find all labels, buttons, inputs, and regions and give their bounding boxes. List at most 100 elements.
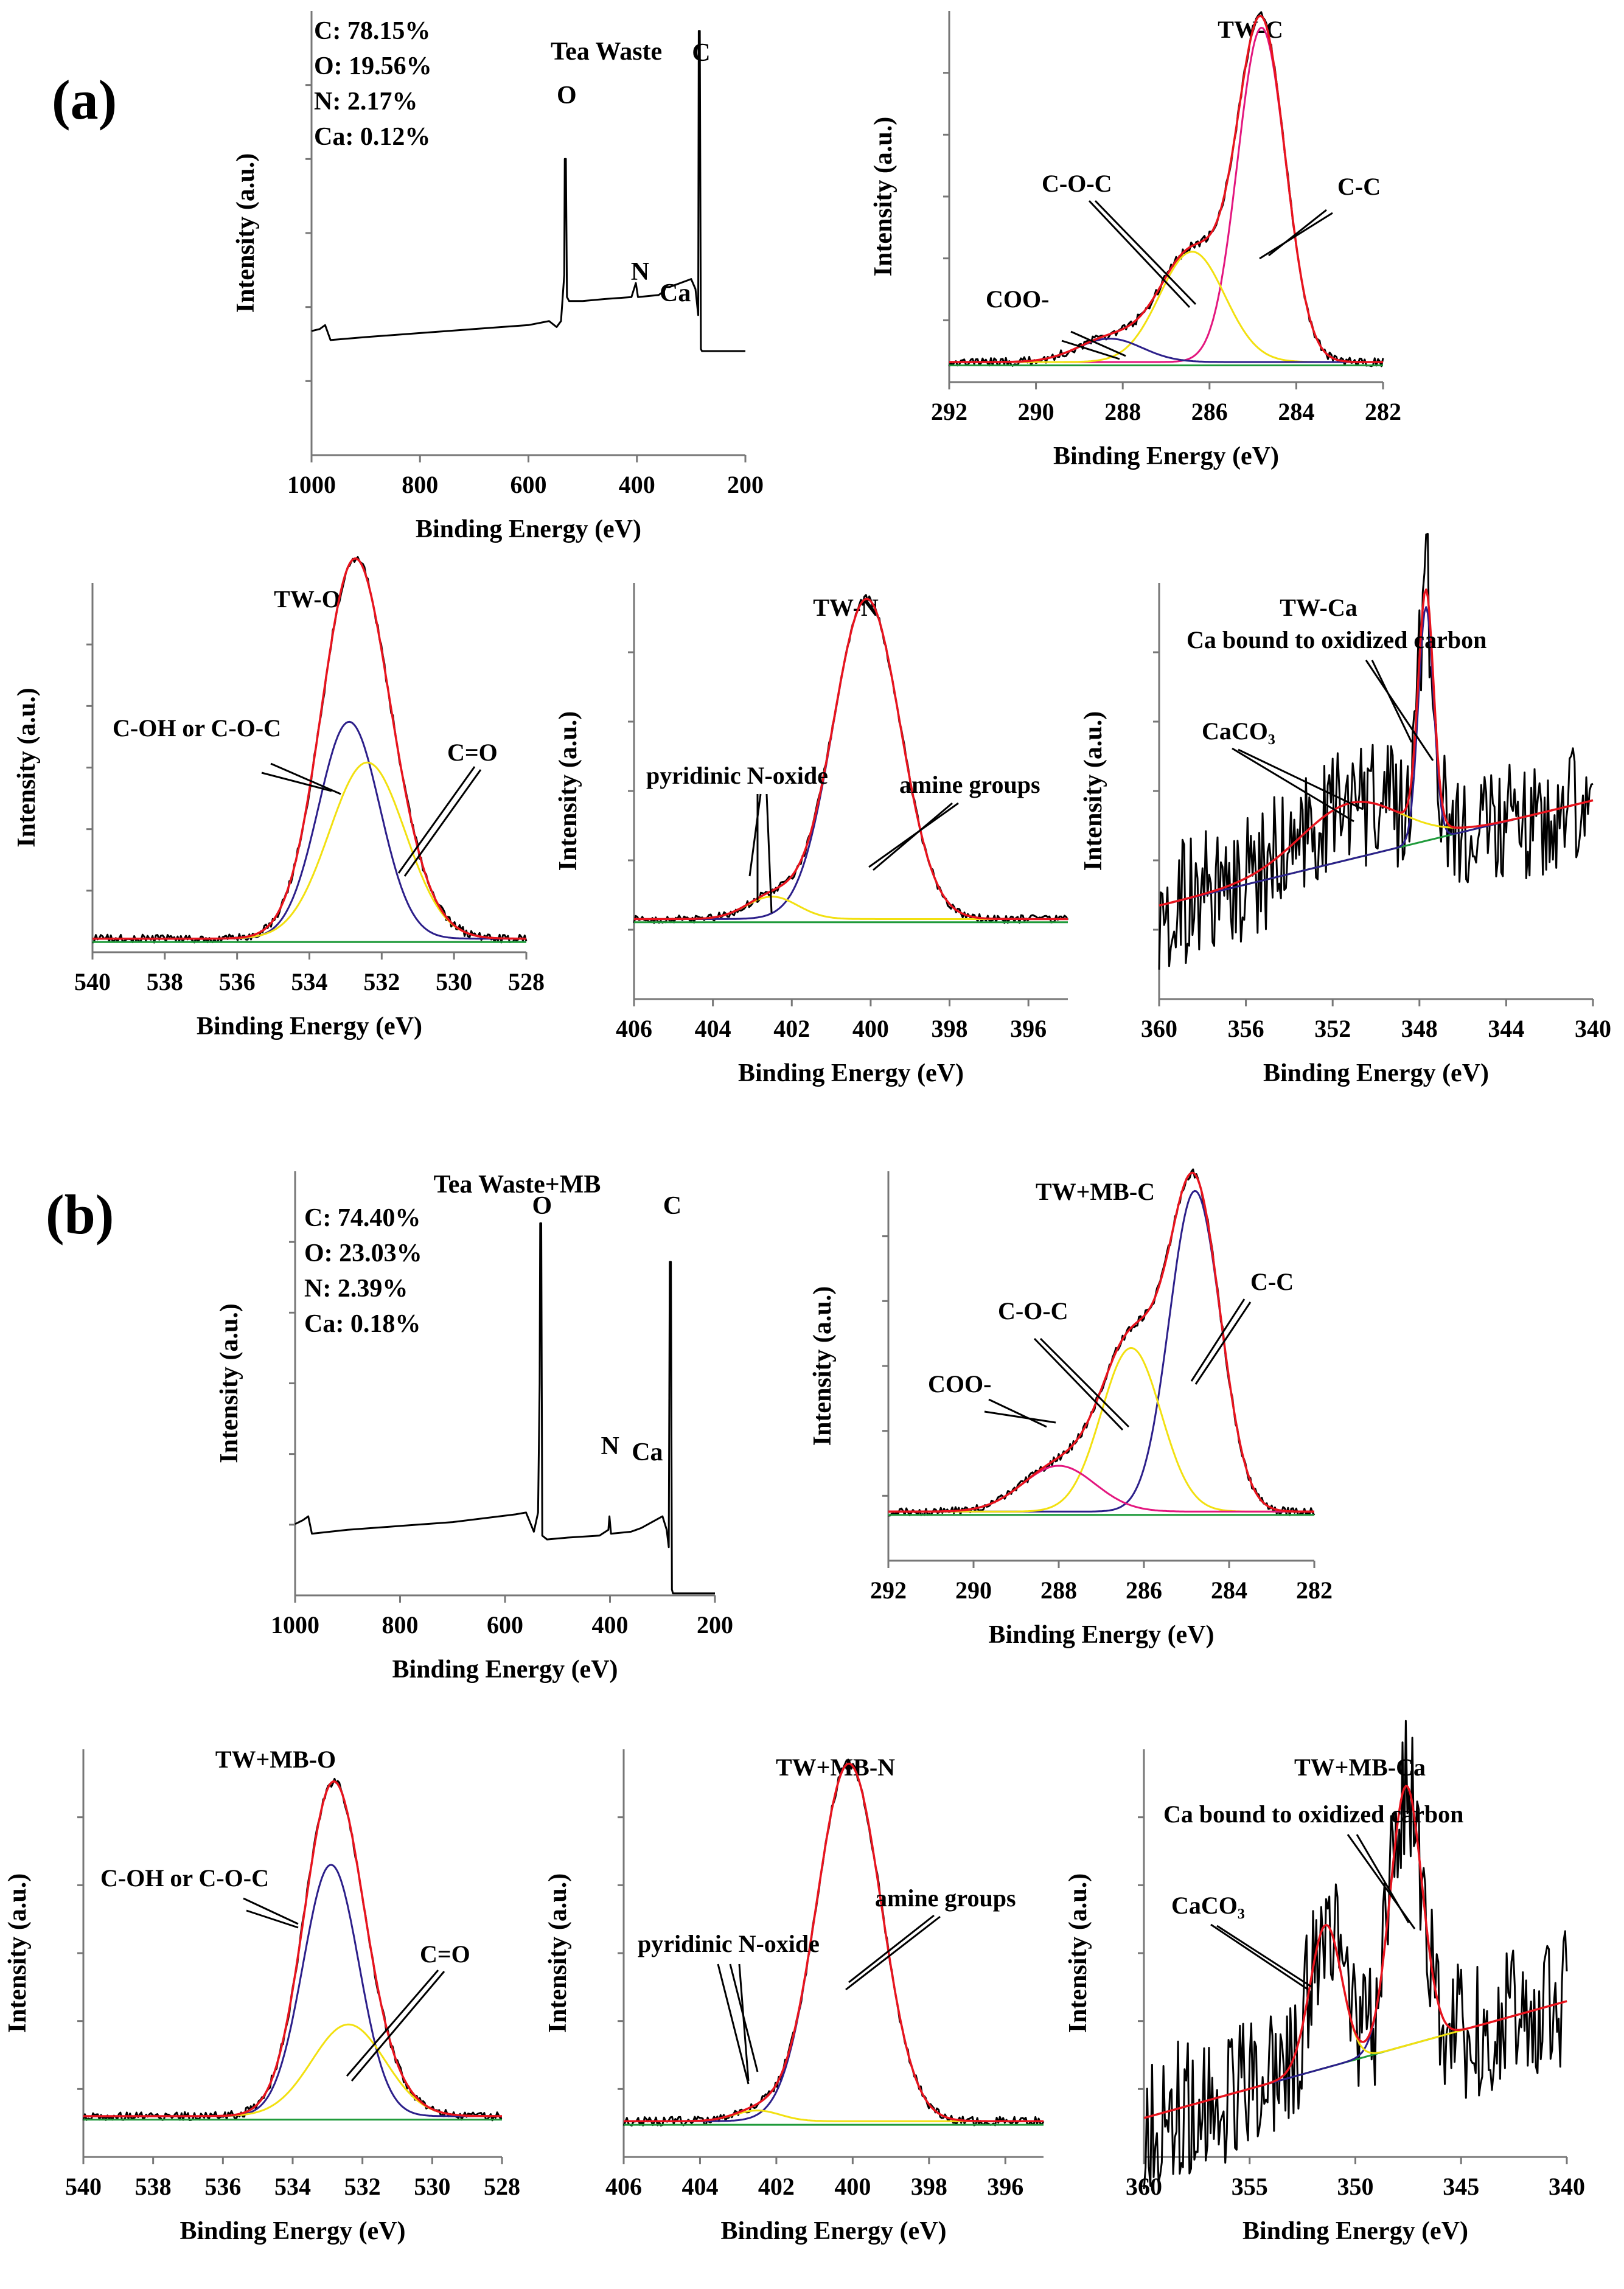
x-tick-label: 340 bbox=[1549, 2173, 1585, 2200]
component-line bbox=[624, 2110, 1044, 2122]
annotation-arrow bbox=[243, 1897, 299, 1925]
envelope-line bbox=[888, 1171, 1314, 1513]
chart-title: TW-Ca bbox=[1280, 594, 1357, 621]
x-tick-label: 540 bbox=[74, 968, 111, 995]
annotation-arrow bbox=[738, 1963, 750, 2082]
annotation-arrow bbox=[748, 793, 762, 877]
chart-b-TW+MB-C: 292 290 288 286 284 282 Binding Energy (eV) Int… bbox=[809, 1168, 1333, 1649]
annotation-arrow bbox=[1094, 200, 1197, 305]
component-line bbox=[634, 896, 1068, 920]
x-tick-label: 286 bbox=[1191, 398, 1228, 425]
envelope-line bbox=[634, 598, 1068, 921]
annotation-arrow bbox=[1088, 200, 1191, 308]
chart-a-TW-O: 540 538 536 534 532 530 528 Binding Energy (eV)… bbox=[13, 556, 545, 1040]
y-axis-label: Intensity (a.u.) bbox=[215, 1303, 243, 1463]
x-tick-label: 282 bbox=[1296, 1577, 1333, 1604]
envelope-line bbox=[949, 15, 1383, 363]
annotation-arrow bbox=[1216, 1925, 1312, 1988]
annotation-label: Ca bound to oxidized carbon bbox=[1187, 626, 1486, 653]
annotation-arrow bbox=[1194, 1301, 1252, 1385]
raw-data-line bbox=[633, 594, 1069, 924]
x-tick-label: 534 bbox=[291, 968, 328, 995]
component-line bbox=[634, 598, 1068, 920]
annotation-arrow bbox=[717, 1963, 750, 2085]
x-tick-label: 292 bbox=[870, 1577, 907, 1604]
annotation-arrow bbox=[1210, 1923, 1309, 1991]
annotation-arrow bbox=[1033, 1337, 1124, 1431]
annotation-label: CaCO₃ bbox=[1171, 1892, 1245, 1919]
x-tick-label: 398 bbox=[911, 2173, 947, 2200]
envelope-line bbox=[83, 1780, 502, 2117]
raw-data-line bbox=[948, 11, 1384, 368]
y-axis-label: Intensity (a.u.) bbox=[13, 688, 41, 848]
composition-line: C: 78.15% bbox=[314, 17, 430, 45]
x-axis-label: Binding Energy (eV) bbox=[1053, 442, 1279, 470]
raw-data-line bbox=[888, 1168, 1316, 1517]
peak-label-Ca: Ca bbox=[660, 279, 691, 307]
x-tick-label: 282 bbox=[1365, 398, 1401, 425]
x-tick-label: 344 bbox=[1488, 1015, 1524, 1042]
annotation-arrow bbox=[270, 762, 341, 795]
x-tick-label: 356 bbox=[1228, 1015, 1264, 1042]
annotation-label: C=O bbox=[420, 1940, 470, 1968]
annotation-arrow bbox=[984, 1410, 1056, 1424]
y-axis-label: Intensity (a.u.) bbox=[4, 1873, 32, 2033]
x-tick-label: 536 bbox=[204, 2173, 241, 2200]
x-tick-label: 400 bbox=[834, 2173, 871, 2200]
annotation-label: COO- bbox=[986, 285, 1049, 313]
annotation-label: Ca bound to oxidized carbon bbox=[1163, 1800, 1463, 1828]
x-tick-label: 800 bbox=[382, 1611, 419, 1639]
annotation-arrow bbox=[1190, 1298, 1246, 1382]
chart-b-TW+MB-N: 406 404 402 400 398 396 Binding Energy (eV) Int… bbox=[544, 1749, 1045, 2245]
x-tick-label: 404 bbox=[695, 1015, 731, 1042]
envelope-line bbox=[1159, 588, 1594, 907]
x-tick-label: 396 bbox=[1010, 1015, 1047, 1042]
x-tick-label: 290 bbox=[1018, 398, 1054, 425]
annotation-arrow bbox=[1039, 1337, 1130, 1428]
annotation-arrow bbox=[1070, 330, 1126, 357]
x-tick-label: 345 bbox=[1443, 2173, 1479, 2200]
x-tick-label: 352 bbox=[1314, 1015, 1351, 1042]
x-tick-label: 396 bbox=[987, 2173, 1023, 2200]
annotation-arrow bbox=[848, 1914, 935, 1984]
component-line bbox=[888, 1465, 1314, 1513]
x-axis-label: Binding Energy (eV) bbox=[392, 1656, 618, 1684]
component-line bbox=[83, 2023, 502, 2117]
annotation-arrow bbox=[1061, 340, 1120, 360]
composition-line: Ca: 0.12% bbox=[314, 123, 430, 151]
composition-line: N: 2.39% bbox=[304, 1275, 408, 1303]
annotation-label: COO- bbox=[928, 1370, 991, 1398]
annotation-arrow bbox=[1232, 747, 1354, 823]
x-tick-label: 288 bbox=[1104, 398, 1141, 425]
x-tick-label: 534 bbox=[274, 2173, 311, 2200]
annotation-label: C=O bbox=[447, 739, 498, 766]
annotation-label: CaCO₃ bbox=[1202, 717, 1275, 745]
x-tick-label: 200 bbox=[697, 1611, 733, 1639]
x-tick-label: 538 bbox=[147, 968, 183, 995]
peak-label-C: C bbox=[663, 1192, 681, 1220]
annotation-label: pyridinic N-oxide bbox=[646, 762, 828, 789]
x-tick-label: 360 bbox=[1141, 1015, 1177, 1042]
x-tick-label: 540 bbox=[65, 2173, 102, 2200]
x-tick-label: 290 bbox=[955, 1577, 992, 1604]
x-axis-label: Binding Energy (eV) bbox=[988, 1621, 1214, 1649]
x-tick-label: 1000 bbox=[271, 1611, 319, 1639]
x-tick-label: 406 bbox=[616, 1015, 652, 1042]
annotation-arrow bbox=[1365, 660, 1434, 761]
envelope-line bbox=[92, 557, 526, 940]
y-axis-label: Intensity (a.u.) bbox=[1079, 711, 1107, 871]
survey-spectrum-line bbox=[311, 30, 745, 352]
y-axis-label: Intensity (a.u.) bbox=[809, 1286, 837, 1446]
survey-spectrum-line bbox=[294, 1222, 715, 1595]
chart-title: TW+MB-O bbox=[215, 1746, 336, 1773]
envelope-line bbox=[624, 1762, 1044, 2122]
peak-label-O: O bbox=[557, 82, 577, 110]
x-axis-label: Binding Energy (eV) bbox=[720, 2217, 946, 2245]
annotation-label: C-OH or C-O-C bbox=[113, 714, 281, 742]
annotation-arrow bbox=[765, 793, 773, 913]
chart-title: TW+MB-C bbox=[1036, 1178, 1155, 1205]
annotation-arrow bbox=[397, 766, 476, 874]
